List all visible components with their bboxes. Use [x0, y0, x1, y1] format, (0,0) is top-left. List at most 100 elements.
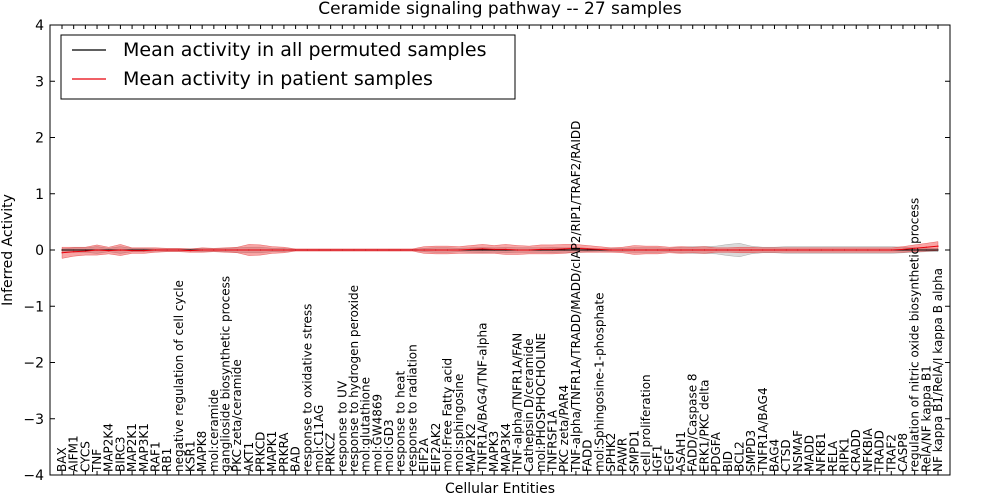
x-tick-label: PDGFA	[709, 431, 723, 472]
point-series-1-12	[201, 249, 203, 251]
x-tick-label: MAPK3	[487, 431, 501, 472]
point-series-1-52	[668, 249, 671, 251]
x-tick-label: ASAH1	[674, 431, 688, 472]
x-tick-label: MAP2K1	[125, 423, 139, 472]
x-tick-label: TNFRSF1A	[546, 409, 560, 473]
point-series-1-26	[365, 249, 367, 251]
point-series-0-74	[925, 249, 927, 251]
x-tick-label: Cathepsin D/ceramide	[522, 338, 536, 472]
point-series-1-8	[154, 249, 156, 251]
point-series-0-44	[575, 249, 577, 251]
point-series-1-6	[131, 250, 133, 252]
point-series-1-49	[633, 249, 635, 251]
point-series-1-43	[563, 248, 565, 250]
point-series-1-30	[411, 249, 413, 251]
point-series-0-45	[587, 249, 589, 251]
point-series-1-61	[773, 249, 776, 251]
point-series-1-44	[575, 247, 577, 249]
x-tick-label: MADD	[803, 435, 817, 472]
point-series-1-36	[481, 248, 484, 250]
x-tick-label: CASP8	[896, 433, 910, 472]
x-tick-label: regulation of nitric oxide biosynthetic …	[908, 198, 922, 472]
point-series-1-64	[808, 249, 811, 251]
x-tick-label: NSMAF	[791, 430, 805, 472]
x-tick-label: PRKCD	[254, 432, 268, 472]
point-series-1-41	[540, 248, 542, 250]
x-tick-label: BIRC3	[113, 436, 127, 472]
x-tick-label: PAWR	[616, 438, 630, 472]
x-tick-label: BAG4	[768, 439, 782, 472]
point-series-0-75	[937, 249, 939, 251]
point-series-1-51	[657, 249, 659, 251]
x-tick-label: TRADD	[873, 430, 887, 473]
plot-area: 43210−1−2−3−4BAXAIFM1CYCSTNFMAP2K4BIRC3M…	[23, 18, 951, 484]
x-tick-label: EIF2A	[417, 437, 431, 472]
y-tick-label: 2	[35, 131, 44, 147]
point-series-1-45	[587, 248, 589, 250]
point-series-1-75	[937, 245, 939, 247]
x-tick-label: SMPD3	[744, 430, 758, 472]
legend: Mean activity in all permuted samples Me…	[60, 34, 516, 100]
point-series-1-42	[552, 248, 554, 250]
point-series-1-20	[295, 249, 297, 251]
point-series-1-0	[61, 252, 63, 254]
point-series-1-66	[832, 249, 834, 251]
point-series-1-54	[692, 249, 694, 251]
point-series-1-33	[446, 249, 448, 251]
x-tick-label: IGF1	[651, 445, 665, 472]
x-tick-label: PKC zeta/ceramide	[230, 359, 244, 472]
x-tick-label: response to oxidative stress	[300, 304, 314, 472]
line-series-1	[61, 245, 939, 254]
x-tick-label: SPHK2	[604, 433, 618, 472]
x-tick-label: NFKB1	[814, 432, 828, 472]
point-series-1-13	[213, 249, 215, 251]
y-tick-label: 1	[35, 187, 44, 203]
point-series-1-69	[867, 249, 869, 251]
point-series-1-15	[236, 249, 238, 251]
point-series-1-5	[119, 249, 121, 251]
x-tick-label: MAP2K2	[464, 423, 478, 472]
x-tick-label: EGF	[662, 448, 676, 472]
point-series-0-1	[73, 249, 75, 251]
point-series-1-11	[189, 250, 192, 252]
x-tick-label: MAP3K4	[499, 423, 513, 472]
point-series-1-47	[610, 249, 612, 251]
y-tick-label: −4	[23, 468, 44, 484]
x-tick-label: TNF-alpha/TNFR1A/FAN	[511, 333, 525, 473]
y-tick-label: −1	[23, 299, 44, 315]
point-series-1-71	[890, 249, 892, 251]
x-tick-label: mol:GW4869	[370, 394, 384, 472]
x-tick-label: RIPK1	[838, 437, 852, 472]
x-tick-label: CYCS	[78, 441, 92, 472]
point-series-1-24	[341, 249, 343, 251]
point-series-1-22	[318, 249, 320, 251]
point-series-1-28	[388, 249, 390, 251]
y-tick-label: 4	[35, 18, 44, 34]
point-series-1-58	[738, 249, 741, 251]
x-tick-label: RB1	[160, 448, 174, 472]
x-tick-label: AIFM1	[67, 435, 81, 472]
x-tick-label: mol:Free Fatty acid	[440, 358, 454, 472]
y-tick-label: 0	[35, 243, 44, 259]
point-series-1-63	[797, 249, 799, 251]
x-tick-label: FADD	[581, 440, 595, 473]
point-series-0-0	[61, 249, 63, 251]
point-series-1-19	[283, 249, 285, 251]
x-tick-label: EIF2AK2	[429, 423, 443, 472]
x-tick-label: response to UV	[335, 380, 349, 472]
point-series-1-39	[516, 249, 519, 251]
point-series-1-46	[598, 248, 600, 250]
point-series-1-72	[902, 248, 904, 250]
x-tick-label: SMPD1	[627, 430, 641, 472]
x-tick-label: ganglioside biosynthetic process	[219, 276, 233, 472]
x-tick-label: mol:sphingosine	[452, 374, 466, 472]
point-series-1-38	[505, 248, 507, 250]
point-series-1-3	[96, 249, 98, 251]
legend-label-permuted: Mean activity in all permuted samples	[123, 39, 486, 61]
point-series-1-50	[645, 249, 647, 251]
x-tick-label: RelA/NF kappa B1	[919, 365, 933, 472]
x-tick-label: FADD/Caspase 8	[686, 373, 700, 472]
point-series-1-16	[248, 249, 250, 251]
x-tick-label: TRAF2	[884, 434, 898, 473]
